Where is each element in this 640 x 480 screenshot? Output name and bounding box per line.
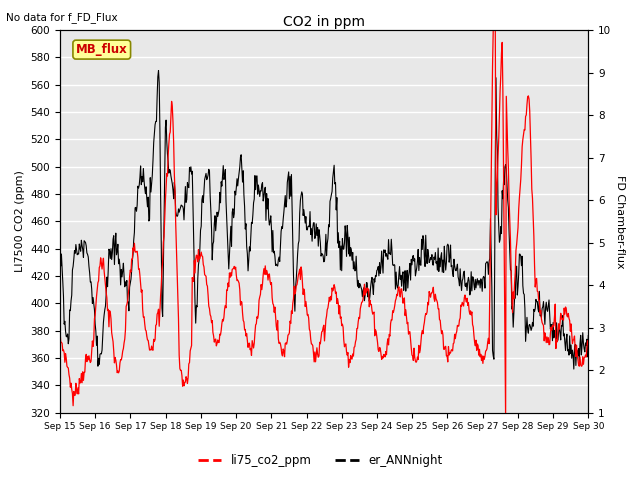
Y-axis label: LI7500 CO2 (ppm): LI7500 CO2 (ppm)	[15, 170, 25, 272]
Legend: li75_co2_ppm, er_ANNnight: li75_co2_ppm, er_ANNnight	[193, 449, 447, 472]
Text: MB_flux: MB_flux	[76, 43, 127, 56]
Title: CO2 in ppm: CO2 in ppm	[283, 15, 365, 29]
Y-axis label: FD Chamber-flux: FD Chamber-flux	[615, 175, 625, 268]
Text: No data for f_FD_Flux: No data for f_FD_Flux	[6, 12, 118, 23]
